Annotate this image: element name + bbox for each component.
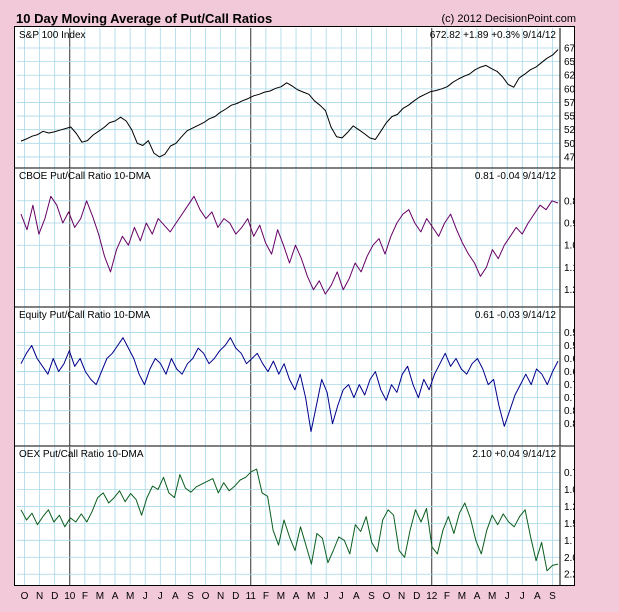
y-tick-label: 0.50 <box>564 328 574 339</box>
x-tick-label: J <box>505 591 510 602</box>
y-tick-label: 1.75 <box>564 536 574 547</box>
x-tick-label: A <box>534 591 541 602</box>
chart-title: 10 Day Moving Average of Put/Call Ratios <box>16 11 273 26</box>
copyright-notice: (c) 2012 DecisionPoint.com <box>441 13 576 25</box>
panel-oex: 0.75 1.00 1.25 1.50 1.75 2.00 2.25 OEX Put/Call… <box>17 447 574 585</box>
y-tick-label: 2.00 <box>564 553 574 564</box>
x-tick-label: O <box>21 591 29 602</box>
y-tick-label: 0.80 <box>564 406 574 417</box>
x-tick-label: O <box>202 591 210 602</box>
y-tick-label: 575 <box>564 98 574 109</box>
x-tick-label: J <box>520 591 525 602</box>
x-tick-label: D <box>232 591 239 602</box>
panel-equity: 0.50 0.55 0.60 0.65 0.70 0.75 0.80 0.85 Equity P… <box>15 308 574 447</box>
x-axis: O N D 10 F M A M J J A S O N D 11 F M A M J J A S O N D 12 F M A M J J A S <box>21 591 556 602</box>
x-tick-label: N <box>217 591 224 602</box>
y-tick-label: 525 <box>564 125 574 136</box>
x-tick-label: J <box>339 591 344 602</box>
equity-series-line <box>20 337 559 433</box>
y-tick-label: 0.85 <box>564 419 574 430</box>
x-tick-label: F <box>444 591 450 602</box>
x-tick-label: 10 <box>64 591 76 602</box>
x-tick-label: M <box>307 591 315 602</box>
x-tick-label: D <box>413 591 420 602</box>
x-tick-label: M <box>458 591 466 602</box>
y-tick-label: 500 <box>564 139 574 150</box>
panel-title: Equity Put/Call Ratio 10-DMA <box>19 310 150 321</box>
x-tick-label: D <box>51 591 58 602</box>
x-tick-label: S <box>368 591 375 602</box>
chart-canvas: 475 500 525 550 575 600 625 650 675 S&P 100 Index… <box>15 28 574 585</box>
panel-stats: 0.61 -0.03 9/14/12 <box>475 310 557 321</box>
x-tick-label: A <box>293 591 300 602</box>
x-tick-label: M <box>96 591 104 602</box>
panel-title: OEX Put/Call Ratio 10-DMA <box>19 449 144 460</box>
y-tick-label: 0.75 <box>564 468 574 479</box>
y-tick-label: 475 <box>564 152 574 163</box>
x-tick-label: 11 <box>246 591 257 602</box>
y-tick-label: 1.50 <box>564 519 574 530</box>
panel-stats: 2.10 +0.04 9/14/12 <box>472 449 556 460</box>
y-tick-label: 1.25 <box>564 502 574 513</box>
y-tick-label: 600 <box>564 84 574 95</box>
x-tick-label: A <box>112 591 119 602</box>
x-tick-label: 12 <box>426 591 438 602</box>
x-tick-label: O <box>383 591 391 602</box>
y-tick-label: 0.75 <box>564 393 574 404</box>
x-tick-label: M <box>488 591 496 602</box>
chart-frame: 475 500 525 550 575 600 625 650 675 S&P 100 Index… <box>14 26 575 586</box>
x-tick-label: S <box>187 591 194 602</box>
y-tick-label: 550 <box>564 112 574 123</box>
y-tick-label: 675 <box>564 43 574 54</box>
x-tick-label: A <box>353 591 360 602</box>
panel-stats: 672.82 +1.89 +0.3% 9/14/12 <box>430 30 557 41</box>
x-tick-label: M <box>277 591 285 602</box>
panel-sp100: 475 500 525 550 575 600 625 650 675 S&P 100 Index… <box>15 28 574 169</box>
y-tick-label: 1.00 <box>564 485 574 496</box>
y-tick-label: 650 <box>564 57 574 68</box>
sp100-series-line <box>20 49 559 158</box>
y-tick-label: 625 <box>564 71 574 82</box>
x-tick-label: F <box>263 591 269 602</box>
x-tick-label: A <box>172 591 179 602</box>
y-tick-label: 1.00 <box>564 241 574 252</box>
x-tick-label: J <box>158 591 163 602</box>
y-tick-label: 0.65 <box>564 367 574 378</box>
x-tick-label: S <box>549 591 556 602</box>
y-tick-label: 0.55 <box>564 341 574 352</box>
panel-title: S&P 100 Index <box>19 30 86 41</box>
cboe-series-line <box>20 195 559 295</box>
y-tick-label: 0.90 <box>564 219 574 230</box>
y-tick-label: 0.70 <box>564 380 574 391</box>
y-tick-label: 1.20 <box>564 285 574 296</box>
x-tick-label: A <box>474 591 481 602</box>
oex-series-line <box>20 468 559 572</box>
x-tick-label: N <box>398 591 405 602</box>
y-tick-label: 2.25 <box>564 570 574 581</box>
x-tick-label: J <box>143 591 148 602</box>
y-tick-label: 1.10 <box>564 263 574 274</box>
x-tick-label: N <box>36 591 43 602</box>
panel-cboe: 0.80 0.90 1.00 1.10 1.20 CBOE Put/Call Ratio … <box>15 169 574 308</box>
panel-stats: 0.81 -0.04 9/14/12 <box>475 171 557 182</box>
panel-title: CBOE Put/Call Ratio 10-DMA <box>19 171 151 182</box>
x-tick-label: J <box>324 591 329 602</box>
x-tick-label: M <box>126 591 134 602</box>
y-tick-label: 0.60 <box>564 354 574 365</box>
x-tick-label: F <box>82 591 88 602</box>
y-tick-label: 0.80 <box>564 196 574 207</box>
